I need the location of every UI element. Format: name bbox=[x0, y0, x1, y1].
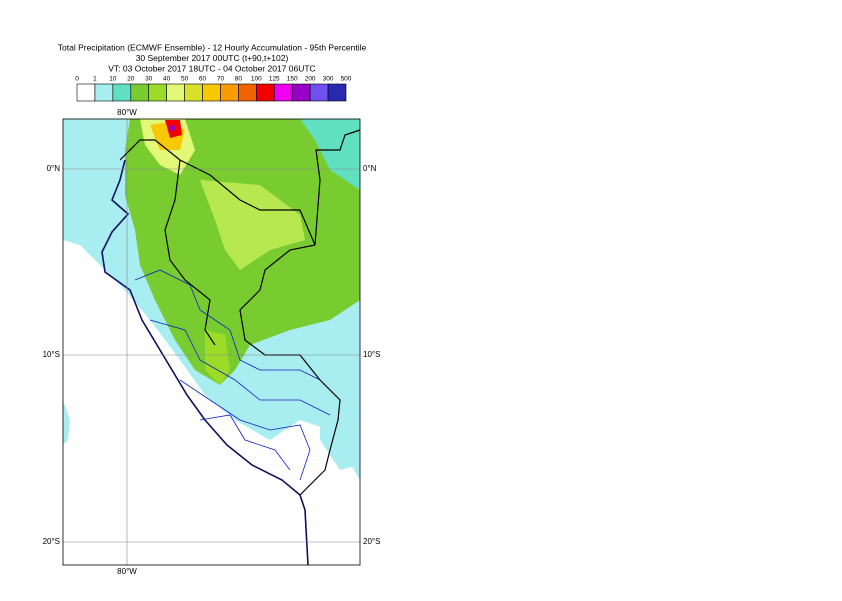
colorbar-swatch bbox=[76, 83, 96, 102]
coastline bbox=[101, 159, 309, 566]
lat-label: 0°N bbox=[363, 164, 377, 173]
colorbar-swatch bbox=[202, 83, 221, 102]
title-line: Total Precipitation (ECMWF Ensemble) - 1… bbox=[58, 42, 367, 52]
colorbar-label: 70 bbox=[217, 76, 225, 83]
lat-label: 10°S bbox=[43, 350, 60, 359]
colorbar-label: 60 bbox=[199, 76, 207, 83]
title-block: Total Precipitation (ECMWF Ensemble) - 1… bbox=[58, 42, 367, 73]
colorbar-label: 300 bbox=[323, 76, 334, 83]
precip-heavier bbox=[200, 180, 305, 270]
lon-label: 80°W bbox=[117, 567, 137, 576]
colorbar-label: 10 bbox=[109, 76, 117, 83]
colorbar-label: 40 bbox=[163, 76, 171, 83]
lat-label: 20°S bbox=[43, 537, 60, 546]
precip-extreme bbox=[169, 125, 175, 131]
lat-label: 0°N bbox=[47, 164, 61, 173]
country-border bbox=[164, 159, 216, 346]
graticule bbox=[63, 119, 360, 565]
precip-light bbox=[63, 400, 70, 445]
lon-label: 80°W bbox=[117, 108, 137, 117]
colorbar-swatch bbox=[291, 83, 311, 102]
regional-borders bbox=[134, 269, 331, 481]
colorbar-label: 0 bbox=[75, 76, 79, 83]
colorbar-swatch bbox=[220, 83, 239, 102]
colorbar-swatch bbox=[273, 83, 293, 102]
colorbar-label: 200 bbox=[305, 76, 316, 83]
colorbar-label: 30 bbox=[145, 76, 153, 83]
colorbar-label: 150 bbox=[287, 76, 298, 83]
colorbar-swatch bbox=[309, 83, 329, 102]
colorbar: 0 1 10 20 30 40 50 60 70 80 100 125 150 200 300 500 bbox=[75, 76, 352, 102]
colorbar-label: 20 bbox=[127, 76, 135, 83]
title-line: VT: 03 October 2017 18UTC - 04 October 2… bbox=[108, 63, 315, 73]
colorbar-swatch bbox=[327, 83, 347, 102]
colorbar-swatch bbox=[130, 83, 150, 102]
title-line: 30 September 2017 00UTC (t+90,t+102) bbox=[136, 53, 289, 63]
country-border bbox=[119, 129, 361, 246]
region-border bbox=[179, 379, 311, 481]
colorbar-swatch bbox=[148, 83, 167, 102]
colorbar-swatch bbox=[112, 83, 132, 102]
region-border bbox=[199, 414, 291, 471]
lat-label: 20°S bbox=[363, 537, 380, 546]
colorbar-label: 80 bbox=[235, 76, 243, 83]
region-border bbox=[149, 319, 331, 416]
colorbar-label: 1 bbox=[93, 76, 97, 83]
colorbar-swatch bbox=[166, 83, 185, 102]
colorbar-swatch bbox=[238, 83, 257, 102]
colorbar-label: 100 bbox=[251, 76, 262, 83]
lat-label: 10°S bbox=[363, 350, 380, 359]
precip-light bbox=[320, 420, 358, 470]
colorbar-swatch bbox=[256, 83, 275, 102]
precip-moderate bbox=[205, 330, 230, 385]
map-area bbox=[63, 119, 360, 565]
colorbar-label: 125 bbox=[269, 76, 280, 83]
colorbar-swatch bbox=[184, 83, 203, 102]
colorbar-label: 50 bbox=[181, 76, 189, 83]
map-frame bbox=[62, 118, 361, 566]
region-border bbox=[134, 269, 321, 381]
colorbar-swatch bbox=[94, 83, 114, 102]
colorbar-label: 500 bbox=[341, 76, 352, 83]
